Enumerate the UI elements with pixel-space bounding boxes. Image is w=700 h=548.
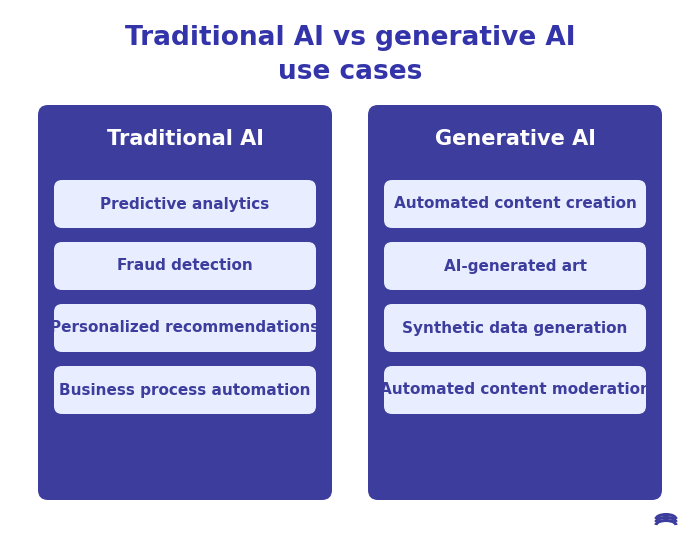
Text: Traditional AI: Traditional AI bbox=[106, 129, 263, 149]
FancyBboxPatch shape bbox=[54, 180, 316, 228]
Text: Generative AI: Generative AI bbox=[435, 129, 596, 149]
Text: Synthetic data generation: Synthetic data generation bbox=[402, 321, 628, 335]
FancyBboxPatch shape bbox=[384, 304, 646, 352]
Text: use cases: use cases bbox=[278, 59, 422, 85]
Text: Traditional AI vs generative AI: Traditional AI vs generative AI bbox=[125, 25, 575, 51]
Text: Predictive analytics: Predictive analytics bbox=[100, 197, 270, 212]
FancyBboxPatch shape bbox=[54, 366, 316, 414]
FancyBboxPatch shape bbox=[54, 242, 316, 290]
Text: Business process automation: Business process automation bbox=[60, 383, 311, 397]
Text: Fraud detection: Fraud detection bbox=[117, 259, 253, 273]
FancyBboxPatch shape bbox=[368, 105, 662, 500]
Text: AI-generated art: AI-generated art bbox=[444, 259, 587, 273]
FancyBboxPatch shape bbox=[54, 304, 316, 352]
FancyBboxPatch shape bbox=[384, 180, 646, 228]
Text: Automated content moderation: Automated content moderation bbox=[379, 383, 650, 397]
Text: Automated content creation: Automated content creation bbox=[393, 197, 636, 212]
FancyBboxPatch shape bbox=[38, 105, 332, 500]
FancyBboxPatch shape bbox=[384, 242, 646, 290]
Text: Personalized recommendations: Personalized recommendations bbox=[50, 321, 320, 335]
FancyBboxPatch shape bbox=[384, 366, 646, 414]
